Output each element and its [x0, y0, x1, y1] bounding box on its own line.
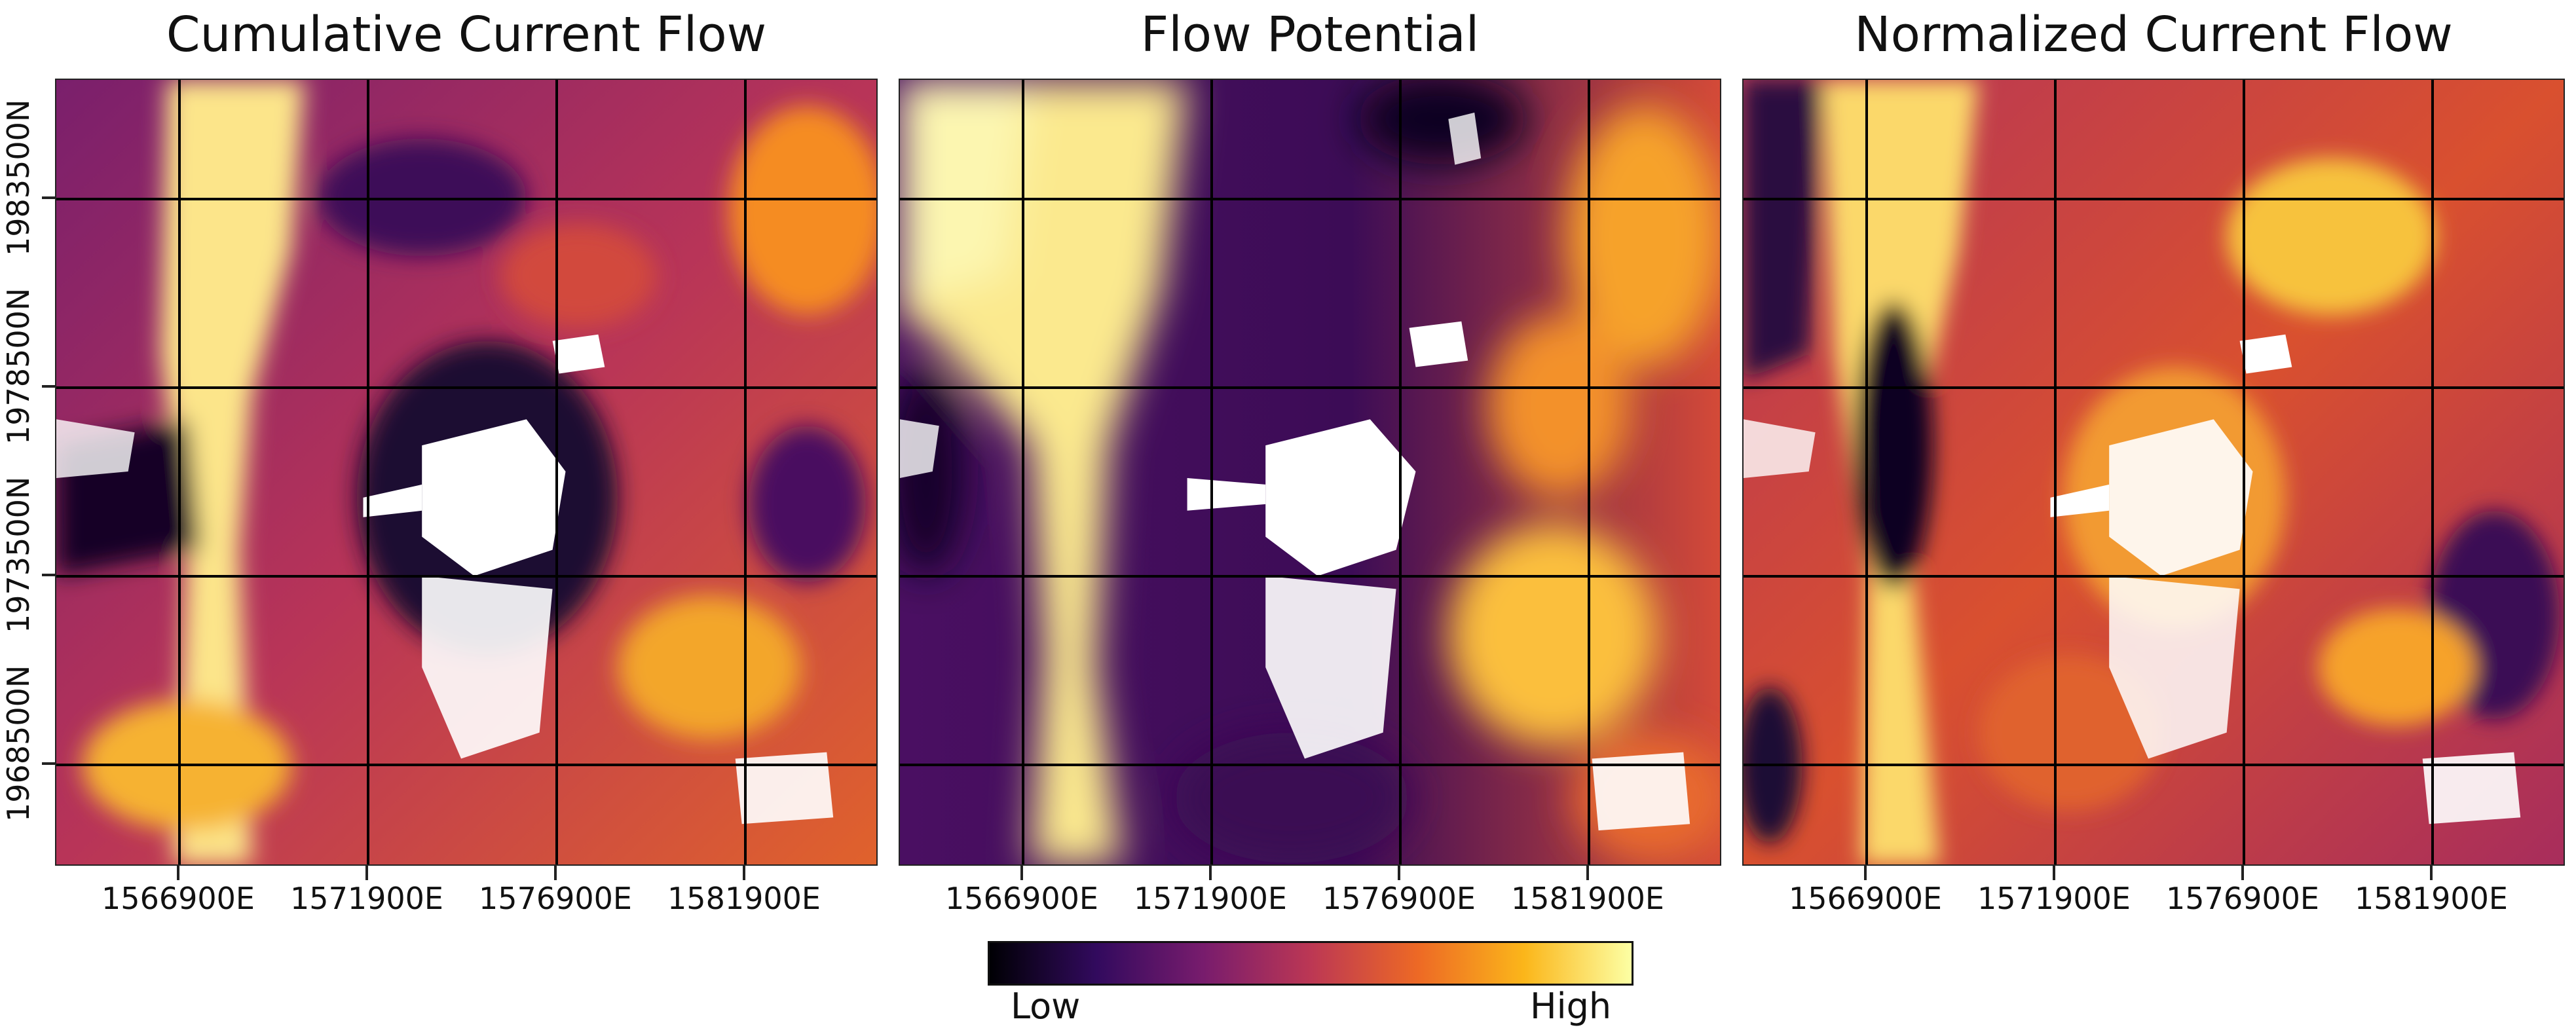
panel-title-normalized: Normalized Current Flow [1854, 7, 2453, 63]
x-tick-label-1576900: 1576900E [1322, 881, 1476, 916]
x-tick-label-1581900: 1581900E [667, 881, 821, 916]
x-tick-1566900 [1864, 866, 1867, 880]
grid-line-y-1973500 [56, 575, 876, 578]
grid-line-x-1576900 [2243, 80, 2245, 864]
colorbar-legend [988, 941, 1633, 986]
y-tick-1983500 [42, 196, 56, 199]
panel-title-cumulative: Cumulative Current Flow [166, 7, 767, 63]
x-tick-1571900 [1209, 866, 1212, 880]
y-tick-1968500 [42, 762, 56, 765]
raster-normalized [1744, 80, 2564, 864]
y-tick-label-1978500: 1978500N [1, 287, 36, 445]
y-tick-1973500 [42, 574, 56, 576]
raster-cumulative [56, 80, 876, 864]
x-tick-label-1571900: 1571900E [1977, 881, 2131, 916]
grid-line-x-1581900 [1588, 80, 1590, 864]
y-tick-1978500 [42, 385, 56, 388]
panel-title-flow-potential: Flow Potential [1140, 7, 1480, 63]
x-tick-1581900 [2430, 866, 2433, 880]
grid-line-x-1571900 [1210, 80, 1213, 864]
grid-line-y-1973500 [1744, 575, 2564, 578]
grid-line-y-1968500 [1744, 764, 2564, 766]
x-tick-1581900 [743, 866, 745, 880]
grid-line-y-1983500 [900, 198, 1720, 200]
grid-line-y-1978500 [1744, 386, 2564, 389]
legend-low-label: Low [1011, 986, 1081, 1027]
grid-line-y-1968500 [900, 764, 1720, 766]
grid-line-x-1576900 [555, 80, 558, 864]
legend-high-label: High [1530, 986, 1612, 1027]
grid-line-x-1571900 [367, 80, 369, 864]
x-tick-label-1576900: 1576900E [2166, 881, 2319, 916]
grid-line-x-1566900 [178, 80, 181, 864]
x-tick-1571900 [2053, 866, 2055, 880]
x-tick-1566900 [1020, 866, 1023, 880]
grid-line-x-1581900 [2431, 80, 2434, 864]
x-tick-label-1571900: 1571900E [290, 881, 443, 916]
raster-flow-potential [900, 80, 1720, 864]
grid-line-y-1978500 [56, 386, 876, 389]
x-tick-label-1581900: 1581900E [2355, 881, 2508, 916]
y-tick-label-1983500: 1983500N [1, 99, 36, 256]
x-tick-1581900 [1586, 866, 1589, 880]
x-tick-1566900 [177, 866, 179, 880]
grid-line-x-1571900 [2054, 80, 2057, 864]
grid-line-y-1978500 [900, 386, 1720, 389]
grid-line-x-1566900 [1022, 80, 1024, 864]
y-tick-label-1973500: 1973500N [1, 476, 36, 633]
x-tick-label-1576900: 1576900E [479, 881, 632, 916]
x-tick-1576900 [1398, 866, 1400, 880]
grid-line-y-1973500 [900, 575, 1720, 578]
map-normalized-current-flow [1742, 79, 2565, 866]
grid-line-y-1983500 [56, 198, 876, 200]
x-tick-label-1566900: 1566900E [102, 881, 255, 916]
x-tick-label-1566900: 1566900E [945, 881, 1098, 916]
x-tick-1576900 [2241, 866, 2244, 880]
grid-line-x-1566900 [1865, 80, 1868, 864]
x-tick-label-1581900: 1581900E [1511, 881, 1664, 916]
grid-line-y-1968500 [56, 764, 876, 766]
grid-line-x-1576900 [1399, 80, 1402, 864]
y-tick-label-1968500: 1968500N [1, 665, 36, 822]
x-tick-1571900 [365, 866, 368, 880]
grid-line-y-1983500 [1744, 198, 2564, 200]
x-tick-1576900 [554, 866, 557, 880]
x-tick-label-1566900: 1566900E [1789, 881, 1942, 916]
map-cumulative-current-flow [55, 79, 878, 866]
map-flow-potential [899, 79, 1721, 866]
grid-line-x-1581900 [744, 80, 747, 864]
x-tick-label-1571900: 1571900E [1134, 881, 1287, 916]
